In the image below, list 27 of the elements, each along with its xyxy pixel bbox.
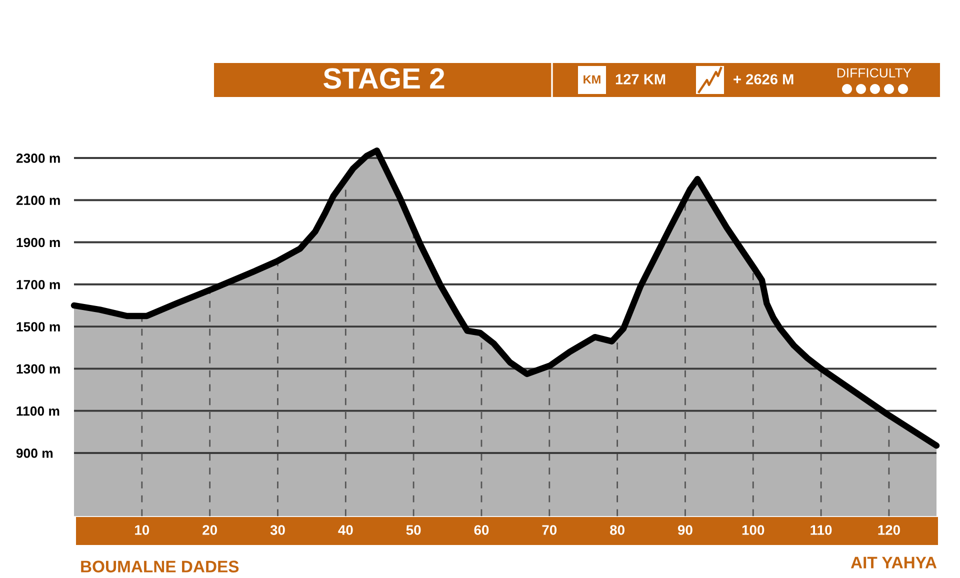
y-tick-label: 900 m [16, 448, 53, 458]
x-tick-label: 110 [810, 525, 832, 535]
y-tick-label: 1300 m [16, 364, 60, 374]
x-tick-label: 40 [338, 525, 353, 535]
y-tick-label: 1900 m [16, 238, 60, 248]
x-tick-label: 100 [742, 525, 764, 535]
x-tick-label: 20 [202, 525, 217, 535]
x-tick-label: 60 [474, 525, 489, 535]
y-tick-label: 1700 m [16, 280, 60, 290]
x-tick-label: 50 [406, 525, 421, 535]
text: BOUMALNE DADES [81, 560, 239, 572]
x-tick-label: 80 [610, 525, 624, 535]
text: 127 KM [616, 74, 666, 84]
text: AIT YAHYA [850, 556, 937, 568]
x-tick-label: 70 [542, 525, 557, 535]
x-tick-label: 10 [135, 525, 150, 535]
x-tick-label: 30 [270, 525, 285, 535]
x-tick-label: 90 [678, 525, 692, 535]
y-tick-label: 2300 m [16, 154, 60, 163]
y-tick-label: 1500 m [16, 322, 60, 332]
chart-title: STAGE 2 [324, 68, 444, 89]
x-tick-label: 120 [878, 525, 900, 535]
text: KM [584, 75, 600, 84]
y-tick-label: 1100 m [16, 406, 60, 416]
text: DIFFICULTY [837, 68, 912, 78]
y-tick-label: 2100 m [16, 196, 60, 206]
text: + 2626 M [734, 74, 794, 84]
